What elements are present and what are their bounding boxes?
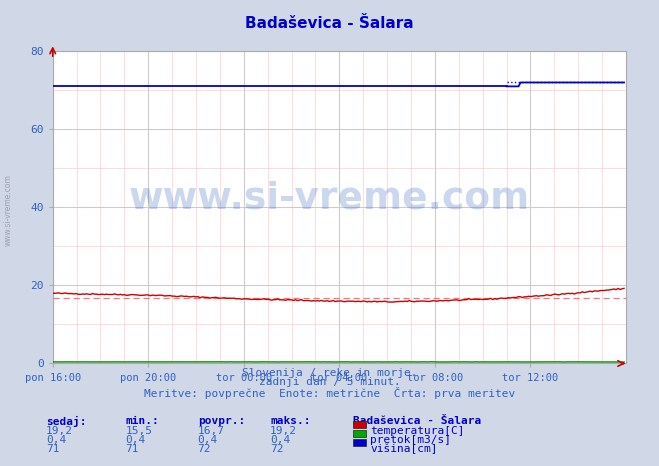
Text: 19,2: 19,2 [270,426,297,436]
Text: 71: 71 [46,444,59,454]
Text: temperatura[C]: temperatura[C] [370,426,465,436]
Text: 15,5: 15,5 [125,426,152,436]
Text: 72: 72 [198,444,211,454]
Text: 71: 71 [125,444,138,454]
Text: Badaševica - Šalara: Badaševica - Šalara [245,16,414,31]
Text: Badaševica - Šalara: Badaševica - Šalara [353,416,481,425]
Text: Slovenija / reke in morje.: Slovenija / reke in morje. [242,368,417,378]
Text: povpr.:: povpr.: [198,416,245,425]
Text: 19,2: 19,2 [46,426,73,436]
Text: 72: 72 [270,444,283,454]
Text: višina[cm]: višina[cm] [370,444,438,454]
Text: 16,7: 16,7 [198,426,225,436]
Text: 0,4: 0,4 [125,435,146,445]
Text: www.si-vreme.com: www.si-vreme.com [4,174,13,246]
Text: 0,4: 0,4 [46,435,67,445]
Text: zadnji dan / 5 minut.: zadnji dan / 5 minut. [258,377,401,387]
Text: min.:: min.: [125,416,159,425]
Text: maks.:: maks.: [270,416,310,425]
Text: pretok[m3/s]: pretok[m3/s] [370,435,451,445]
Text: 0,4: 0,4 [270,435,291,445]
Text: Meritve: povprečne  Enote: metrične  Črta: prva meritev: Meritve: povprečne Enote: metrične Črta:… [144,387,515,399]
Text: sedaj:: sedaj: [46,416,86,427]
Text: 0,4: 0,4 [198,435,218,445]
Text: www.si-vreme.com: www.si-vreme.com [129,180,530,216]
